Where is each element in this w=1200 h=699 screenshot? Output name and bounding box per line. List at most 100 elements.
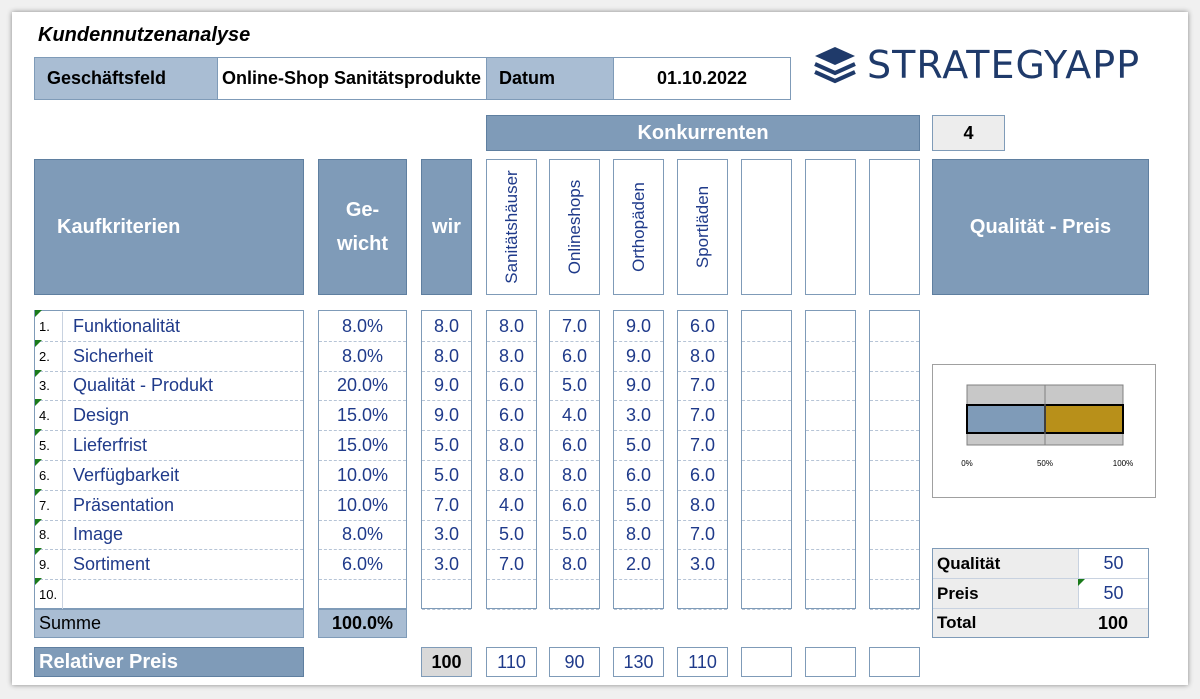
us-score-cell[interactable]: 5.0 (422, 461, 471, 491)
us-score-cell[interactable]: 8.0 (422, 312, 471, 342)
weight-cell[interactable]: 15.0% (319, 401, 406, 432)
competitor-score-cell[interactable]: 8.0 (550, 461, 599, 491)
competitor-score-cell[interactable]: 3.0 (614, 401, 663, 432)
competitor-score-cell[interactable] (806, 401, 855, 432)
competitor-score-cell[interactable] (806, 550, 855, 581)
business-field-value[interactable]: Online-Shop Sanitätsprodukte (217, 57, 487, 100)
competitor-score-cell[interactable]: 9.0 (614, 372, 663, 402)
relative-price-competitor[interactable] (741, 647, 792, 677)
weight-cell[interactable]: 8.0% (319, 342, 406, 372)
competitor-score-cell[interactable] (742, 580, 791, 610)
competitor-header-4[interactable]: Sportläden (677, 159, 728, 295)
competitor-header-3[interactable]: Orthopäden (613, 159, 664, 295)
competitor-score-cell[interactable] (487, 580, 536, 610)
relative-price-us[interactable]: 100 (421, 647, 472, 677)
competitor-score-cell[interactable]: 6.0 (614, 461, 663, 491)
competitor-score-cell[interactable] (806, 431, 855, 461)
competitor-score-cell[interactable] (806, 342, 855, 372)
relative-price-competitor[interactable]: 90 (549, 647, 600, 677)
us-score-cell[interactable]: 3.0 (422, 550, 471, 581)
us-score-cell[interactable]: 3.0 (422, 521, 471, 551)
competitor-header-2[interactable]: Onlineshops (549, 159, 600, 295)
competitor-score-cell[interactable] (870, 521, 919, 551)
competitor-score-cell[interactable] (678, 580, 727, 610)
weight-cell[interactable]: 8.0% (319, 312, 406, 342)
competitor-score-cell[interactable]: 8.0 (550, 550, 599, 581)
competitor-score-cell[interactable] (742, 401, 791, 432)
criterion-label[interactable]: Funktionalität (63, 312, 303, 342)
competitor-score-cell[interactable]: 5.0 (550, 521, 599, 551)
competitor-score-cell[interactable] (870, 580, 919, 610)
competitor-score-cell[interactable]: 5.0 (614, 491, 663, 521)
criterion-label[interactable]: Verfügbarkeit (63, 461, 303, 491)
relative-price-competitor[interactable]: 110 (486, 647, 537, 677)
competitor-header-7[interactable] (869, 159, 920, 295)
us-score-cell[interactable]: 8.0 (422, 342, 471, 372)
us-score-cell[interactable]: 9.0 (422, 401, 471, 432)
competitor-score-cell[interactable] (870, 312, 919, 342)
competitor-score-cell[interactable]: 6.0 (550, 431, 599, 461)
competitor-score-cell[interactable]: 9.0 (614, 312, 663, 342)
weight-cell[interactable]: 6.0% (319, 550, 406, 581)
criterion-label[interactable]: Design (63, 401, 303, 432)
competitor-score-cell[interactable]: 7.0 (678, 401, 727, 432)
competitor-score-cell[interactable]: 8.0 (487, 431, 536, 461)
competitor-score-cell[interactable]: 8.0 (487, 312, 536, 342)
competitor-score-cell[interactable]: 7.0 (678, 521, 727, 551)
relative-price-competitor[interactable] (805, 647, 856, 677)
price-value[interactable]: 50 (1078, 579, 1148, 609)
relative-price-competitor[interactable] (869, 647, 920, 677)
competitor-score-cell[interactable] (870, 401, 919, 432)
criterion-label[interactable]: Sortiment (63, 550, 303, 581)
competitor-score-cell[interactable] (742, 461, 791, 491)
competitor-score-cell[interactable] (806, 372, 855, 402)
competitor-score-cell[interactable] (870, 342, 919, 372)
competitor-score-cell[interactable] (742, 372, 791, 402)
competitor-score-cell[interactable] (742, 342, 791, 372)
competitor-score-cell[interactable]: 6.0 (487, 372, 536, 402)
competitor-score-cell[interactable] (614, 580, 663, 610)
criterion-label[interactable]: Qualität - Produkt (63, 372, 303, 402)
competitor-score-cell[interactable]: 7.0 (550, 312, 599, 342)
weight-cell[interactable]: 10.0% (319, 461, 406, 491)
criterion-label[interactable]: Präsentation (63, 491, 303, 521)
competitor-score-cell[interactable] (742, 521, 791, 551)
competitor-score-cell[interactable]: 4.0 (550, 401, 599, 432)
criterion-label[interactable]: Image (63, 521, 303, 551)
competitor-score-cell[interactable] (742, 312, 791, 342)
criterion-label[interactable]: Sicherheit (63, 342, 303, 372)
competitor-score-cell[interactable] (806, 521, 855, 551)
competitor-score-cell[interactable]: 4.0 (487, 491, 536, 521)
competitor-score-cell[interactable]: 8.0 (678, 491, 727, 521)
competitor-header-1[interactable]: Sanitätshäuser (486, 159, 537, 295)
relative-price-competitor[interactable]: 130 (613, 647, 664, 677)
competitor-score-cell[interactable] (806, 312, 855, 342)
competitor-count[interactable]: 4 (932, 115, 1005, 151)
criterion-label[interactable]: Lieferfrist (63, 431, 303, 461)
competitor-score-cell[interactable]: 6.0 (678, 312, 727, 342)
us-score-cell[interactable]: 7.0 (422, 491, 471, 521)
competitor-score-cell[interactable] (870, 550, 919, 581)
competitor-score-cell[interactable]: 2.0 (614, 550, 663, 581)
relative-price-competitor[interactable]: 110 (677, 647, 728, 677)
competitor-score-cell[interactable]: 8.0 (487, 461, 536, 491)
competitor-score-cell[interactable]: 6.0 (550, 342, 599, 372)
weight-cell[interactable]: 15.0% (319, 431, 406, 461)
competitor-score-cell[interactable]: 7.0 (678, 431, 727, 461)
competitor-score-cell[interactable]: 5.0 (487, 521, 536, 551)
weight-cell[interactable] (319, 580, 406, 610)
competitor-score-cell[interactable]: 7.0 (487, 550, 536, 581)
us-score-cell[interactable] (422, 580, 471, 610)
competitor-score-cell[interactable]: 8.0 (614, 521, 663, 551)
competitor-score-cell[interactable]: 8.0 (678, 342, 727, 372)
us-score-cell[interactable]: 9.0 (422, 372, 471, 402)
date-value[interactable]: 01.10.2022 (613, 57, 791, 100)
competitor-score-cell[interactable] (742, 491, 791, 521)
competitor-score-cell[interactable]: 6.0 (550, 491, 599, 521)
competitor-score-cell[interactable] (550, 580, 599, 610)
competitor-score-cell[interactable]: 6.0 (487, 401, 536, 432)
weight-cell[interactable]: 8.0% (319, 521, 406, 551)
competitor-score-cell[interactable]: 7.0 (678, 372, 727, 402)
weight-cell[interactable]: 10.0% (319, 491, 406, 521)
competitor-score-cell[interactable] (870, 372, 919, 402)
